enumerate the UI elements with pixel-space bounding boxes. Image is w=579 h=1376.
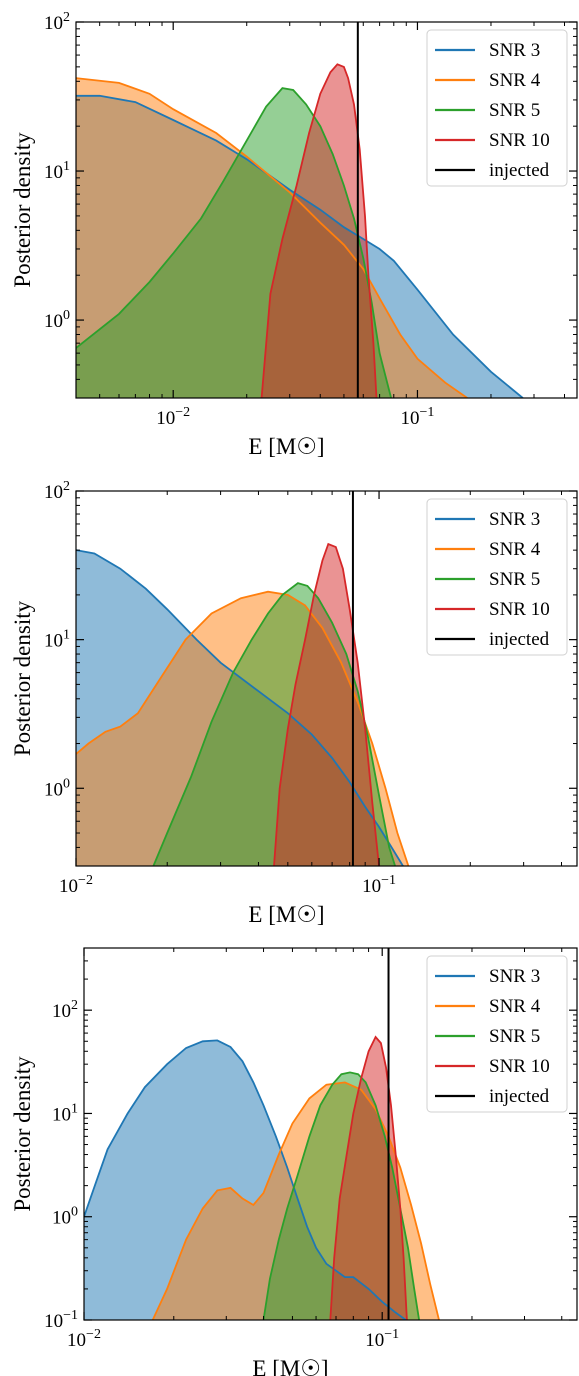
- axes-frame: [75, 490, 578, 867]
- legend-label: SNR 4: [489, 70, 541, 91]
- legend-label: injected: [489, 629, 550, 650]
- legend-label: SNR 4: [489, 539, 541, 560]
- plot-area: [76, 22, 524, 398]
- x-tick-label: 10−2: [67, 1327, 101, 1351]
- legend-label: SNR 3: [489, 40, 540, 61]
- x-axis-title: E [M☉]: [252, 1356, 328, 1376]
- legend-label: SNR 4: [489, 996, 541, 1017]
- x-axis-title: E [M☉]: [248, 434, 324, 459]
- x-tick-label: 10−2: [59, 873, 93, 897]
- chart-panel-2: 10−2 10−1 100 101 102 E [M☉] Posterior density…: [10, 479, 578, 927]
- y-tick-label: 10−1: [44, 1308, 78, 1332]
- chart-panel-1: 10−2 10−1 100 101 102 E [M☉] Posterior density…: [10, 10, 578, 459]
- line-snr-3: [84, 1039, 407, 1320]
- legend-label: SNR 5: [489, 569, 540, 590]
- x-tick-label: 10−1: [362, 873, 396, 897]
- legend-label: injected: [489, 160, 550, 181]
- y-tick-label: 102: [44, 479, 70, 503]
- line-snr-10: [260, 63, 378, 398]
- line-snr-4: [151, 1081, 440, 1320]
- legend-label: SNR 10: [489, 1056, 550, 1077]
- line-snr-3: [76, 94, 524, 398]
- legend-label: SNR 5: [489, 100, 540, 121]
- legend-box: [426, 498, 568, 656]
- x-axis-title: E [M☉]: [248, 902, 324, 927]
- axes-frame: [75, 21, 578, 399]
- line-snr-5: [76, 87, 392, 398]
- legend-label: SNR 10: [489, 130, 550, 151]
- legend: SNR 3 SNR 4 SNR 5 SNR 10 injected: [426, 955, 568, 1113]
- line-snr-10: [273, 542, 380, 866]
- line-snr-10: [329, 1035, 408, 1320]
- y-tick-label: 101: [44, 159, 70, 183]
- legend-box: [426, 29, 568, 187]
- y-tick-label: 102: [52, 998, 78, 1022]
- legend-label: injected: [489, 1086, 550, 1107]
- area-snr-3: [84, 1040, 406, 1320]
- y-axis-title: Posterior density: [10, 1056, 35, 1212]
- x-tick-label: 10−1: [400, 405, 434, 429]
- y-tick-label: 102: [44, 10, 70, 34]
- axes-frame: [83, 947, 578, 1321]
- y-tick-label: 101: [52, 1101, 78, 1125]
- area-snr-10: [261, 64, 377, 398]
- line-snr-4: [76, 590, 410, 866]
- x-tick-label: 10−2: [156, 405, 190, 429]
- y-tick-label: 100: [44, 308, 70, 332]
- y-axis-title: Posterior density: [10, 600, 35, 756]
- legend-box: [426, 955, 568, 1113]
- x-tick-label: 10−1: [365, 1327, 399, 1351]
- legend-label: SNR 5: [489, 1026, 540, 1047]
- legend-label: SNR 10: [489, 599, 550, 620]
- plot-area: [84, 948, 440, 1320]
- y-tick-label: 101: [44, 628, 70, 652]
- legend-label: SNR 3: [489, 509, 540, 530]
- y-tick-label: 100: [44, 776, 70, 800]
- legend-label: SNR 3: [489, 966, 540, 987]
- plot-area: [76, 491, 410, 866]
- y-axis-title: Posterior density: [10, 132, 35, 288]
- legend: SNR 3 SNR 4 SNR 5 SNR 10 injected: [426, 29, 568, 187]
- legend: SNR 3 SNR 4 SNR 5 SNR 10 injected: [426, 498, 568, 656]
- y-tick-label: 100: [52, 1205, 78, 1229]
- line-snr-3: [76, 549, 404, 866]
- line-snr-5: [152, 582, 396, 866]
- line-snr-4: [76, 77, 468, 398]
